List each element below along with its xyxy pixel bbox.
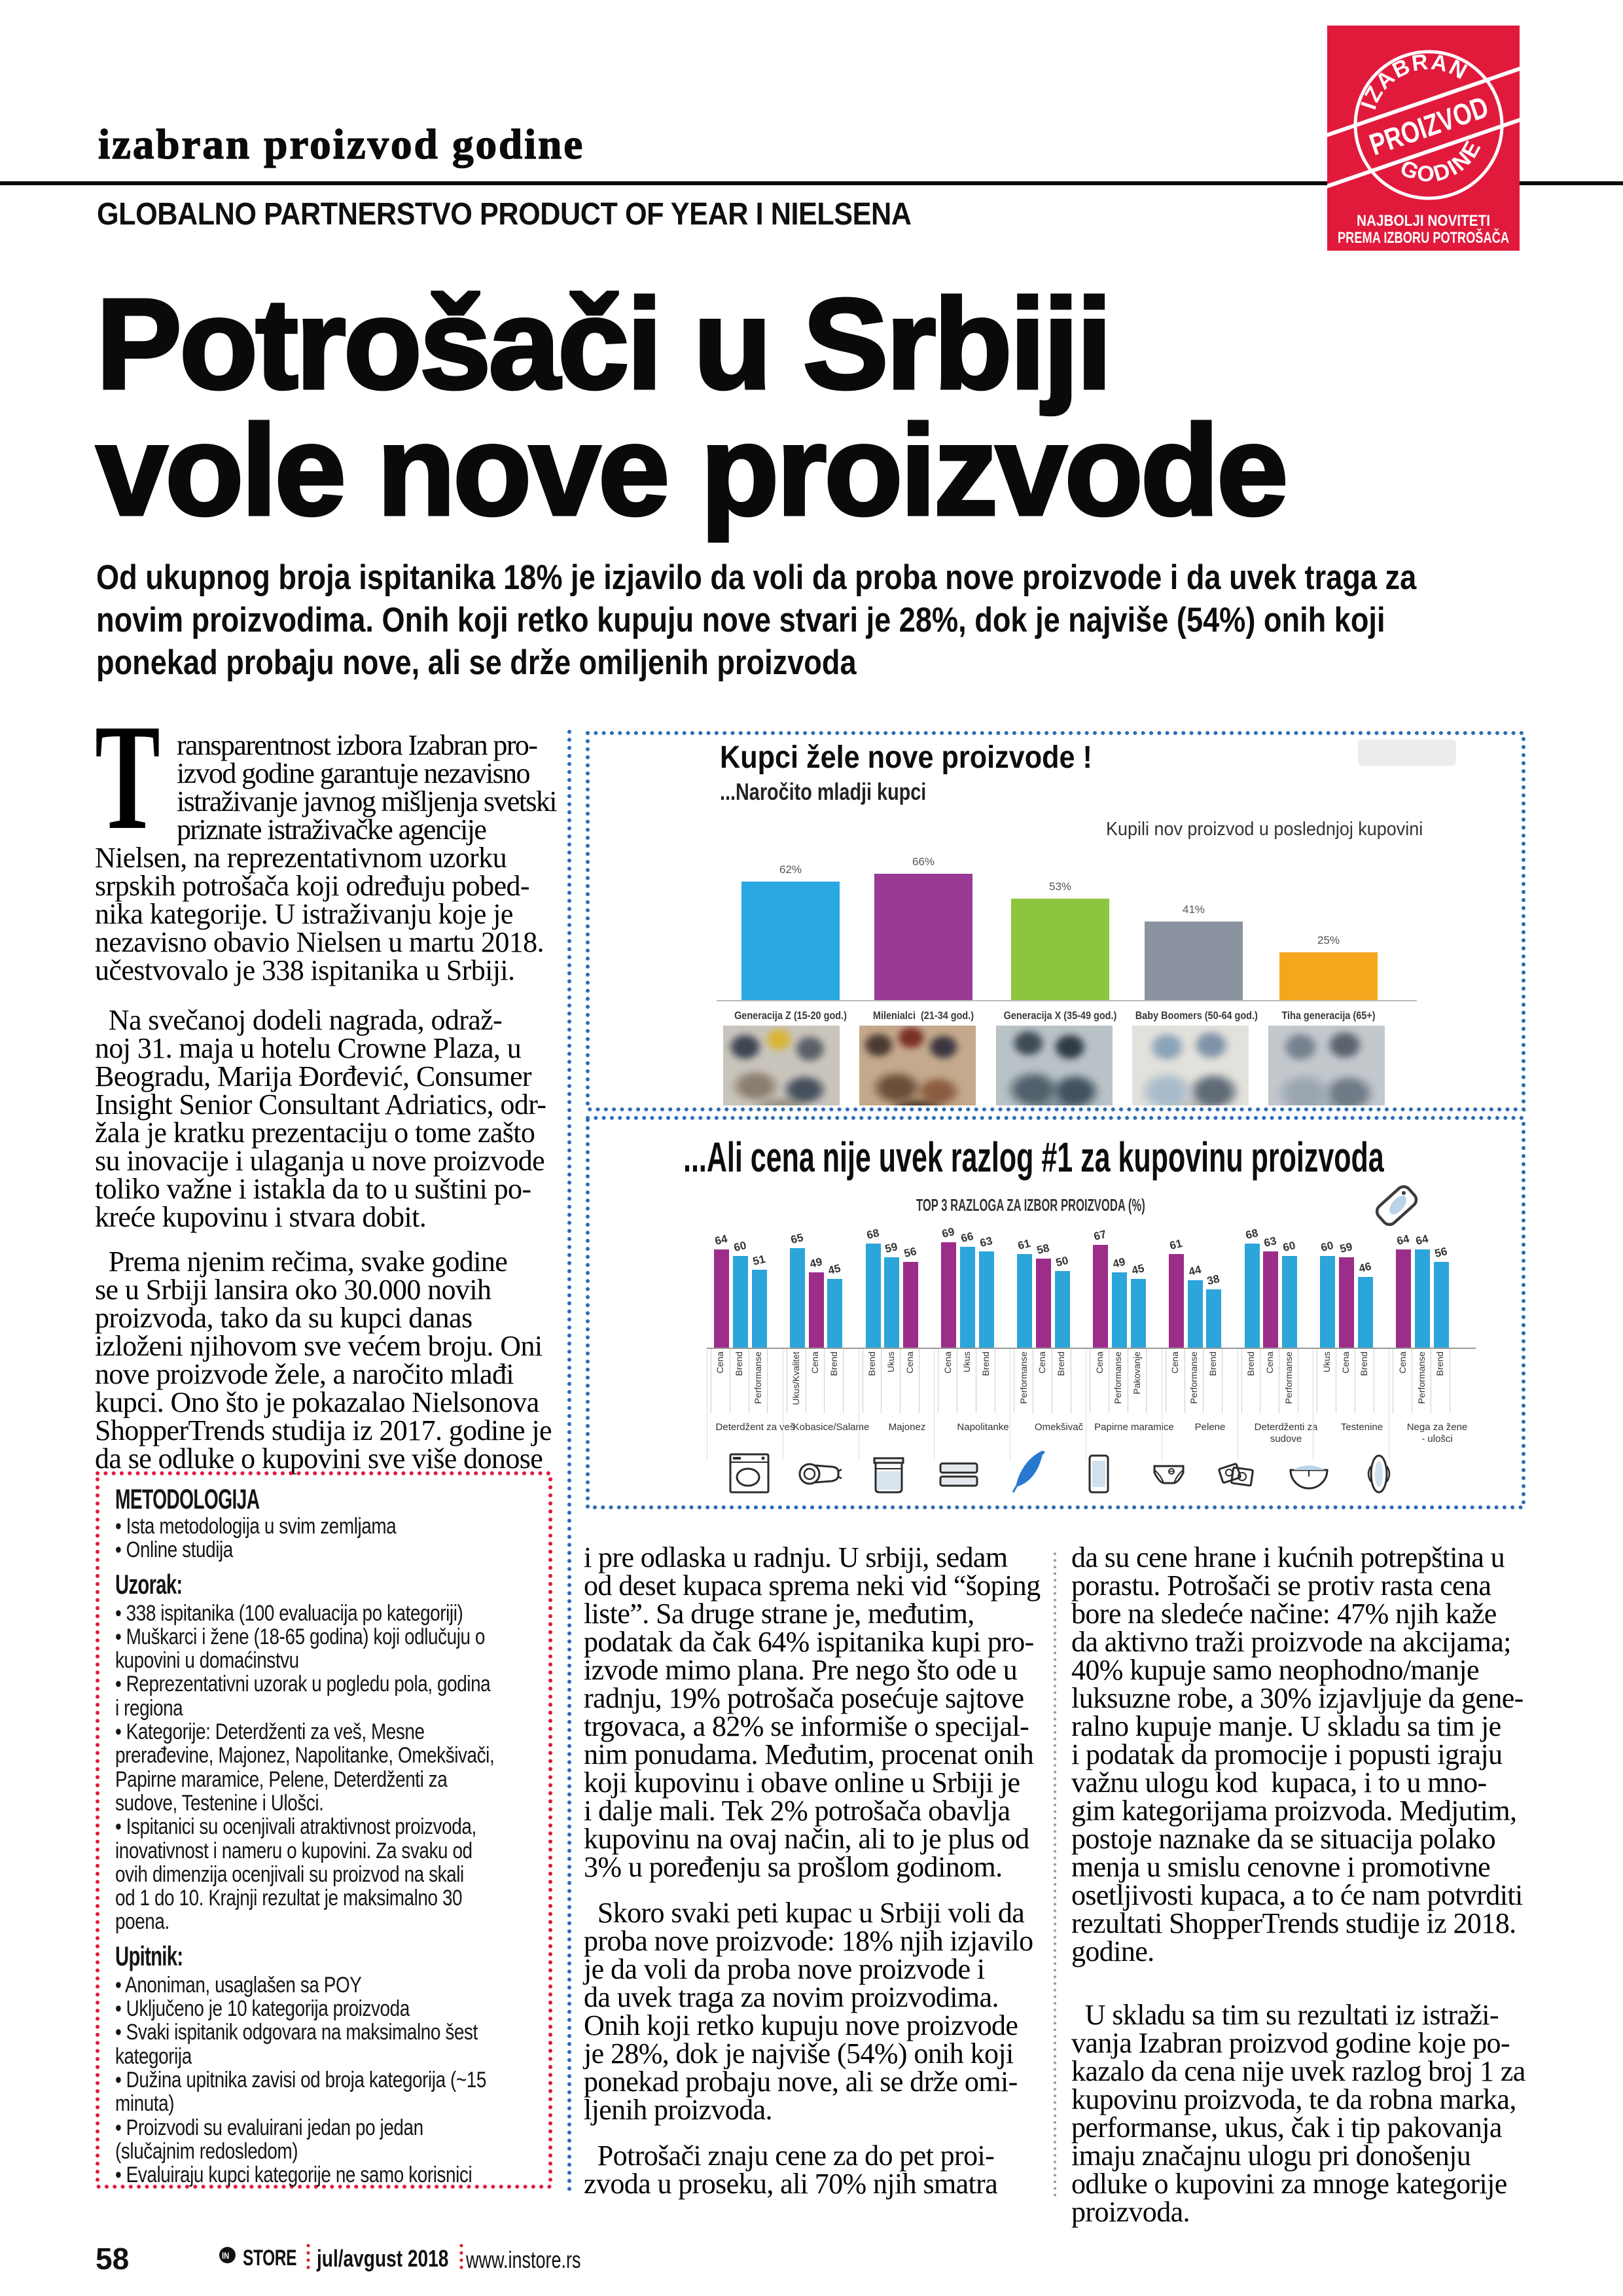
svg-text:NAJBOLJI NOVITETI: NAJBOLJI NOVITETI bbox=[1357, 212, 1490, 230]
svg-text:PREMA IZBORU POTROŠAČA: PREMA IZBORU POTROŠAČA bbox=[1338, 228, 1509, 247]
